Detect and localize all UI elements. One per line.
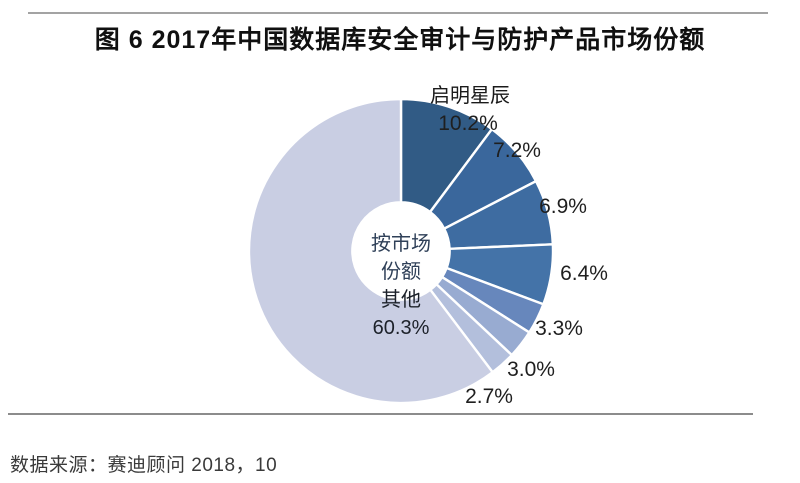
slice-percentage-label: 10.2% [438,112,498,135]
slice-percentage-label: 6.9% [539,195,587,218]
bottom-divider [8,413,753,415]
slice-name-label: 启明星辰 [430,84,510,107]
slice-percentage-label: 3.3% [535,317,583,340]
donut-center-label: 按市场 份额 其他 60.3% [371,230,431,342]
pie-slice-8 [247,97,495,405]
figure-title: 图 6 2017年中国数据库安全审计与防护产品市场份额 [94,26,706,54]
slice-percentage-label: 7.2% [493,139,541,162]
slice-percentage-label: 6.4% [560,262,608,285]
slice-percentage-label: 2.7% [465,385,513,408]
data-source-note: 数据来源：赛迪顾问 2018，10 [10,455,278,476]
others-slice-name: 其他 [381,289,421,311]
top-divider [28,12,768,14]
donut-center-others-value: 60.3% [372,317,430,339]
center-label-line1: 按市场 [371,233,431,255]
center-label-line2: 份额 [381,261,421,283]
slice-percentage-label: 3.0% [507,358,555,381]
